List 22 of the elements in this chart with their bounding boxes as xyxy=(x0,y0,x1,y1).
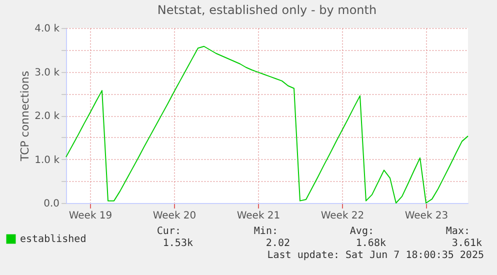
text: Avg: xyxy=(350,226,374,237)
text: Last update: Sat Jun 7 18:00:35 2025 xyxy=(267,250,484,261)
x-tick-label: Week 19 xyxy=(68,210,112,222)
y-tick-label: 2.0 k xyxy=(34,111,60,122)
text: Min: xyxy=(254,226,278,237)
x-tick-label: Week 20 xyxy=(152,210,196,222)
text: Max: xyxy=(446,226,470,237)
y-axis-title: TCP connections xyxy=(18,70,32,162)
text: 3.61k xyxy=(452,238,482,249)
legend-label: established xyxy=(20,234,86,245)
y-tick-label: 0.0 xyxy=(44,198,60,210)
y-tick-label: 1.0 k xyxy=(34,154,60,166)
text: 1.53k xyxy=(162,238,193,249)
x-tick-label: Week 22 xyxy=(320,210,364,222)
x-tick-label: Week 23 xyxy=(404,210,448,222)
chart-title: Netstat, established only - by month xyxy=(157,3,377,17)
text: Cur: xyxy=(156,226,181,237)
text: 2.02 xyxy=(266,238,290,249)
y-tick-label: 3.0 k xyxy=(34,67,60,78)
x-tick-label: Week 21 xyxy=(236,210,280,222)
text: 1.68k xyxy=(356,238,386,249)
y-tick-label: 4.0 k xyxy=(34,24,60,34)
